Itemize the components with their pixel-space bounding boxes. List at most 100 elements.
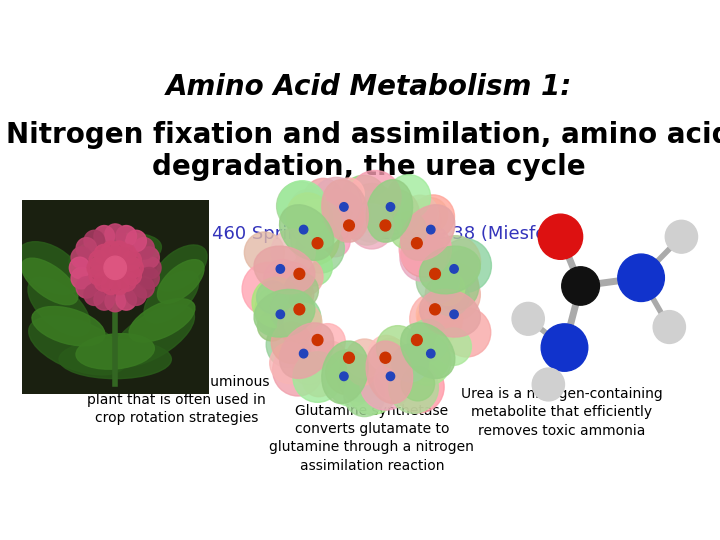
Circle shape (446, 240, 497, 292)
Circle shape (126, 284, 146, 306)
Circle shape (94, 272, 113, 291)
Ellipse shape (254, 246, 315, 294)
Circle shape (618, 254, 665, 301)
Circle shape (343, 371, 394, 423)
Circle shape (84, 230, 104, 252)
Circle shape (412, 334, 422, 346)
Circle shape (140, 257, 161, 279)
Circle shape (395, 205, 444, 255)
Circle shape (380, 352, 391, 363)
Circle shape (286, 233, 326, 274)
Circle shape (290, 226, 336, 273)
Circle shape (255, 219, 297, 262)
Circle shape (434, 271, 464, 302)
Circle shape (334, 215, 364, 246)
Circle shape (413, 290, 459, 338)
Circle shape (287, 309, 332, 355)
Circle shape (380, 343, 420, 385)
Circle shape (260, 214, 291, 246)
Circle shape (363, 355, 399, 392)
Circle shape (405, 274, 451, 322)
Circle shape (331, 360, 366, 395)
Circle shape (243, 299, 280, 336)
Circle shape (512, 302, 544, 335)
Circle shape (351, 363, 401, 415)
Circle shape (380, 220, 391, 231)
Circle shape (408, 297, 456, 346)
Circle shape (340, 202, 348, 211)
Circle shape (454, 290, 498, 336)
Circle shape (251, 268, 296, 315)
Circle shape (450, 310, 458, 319)
Ellipse shape (144, 272, 199, 322)
Circle shape (287, 184, 331, 230)
Circle shape (268, 311, 310, 355)
Circle shape (261, 288, 296, 325)
Text: Red clover is a leguminous
plant that is often used in
crop rotation strategies: Red clover is a leguminous plant that is… (84, 375, 270, 426)
Circle shape (268, 274, 312, 319)
Circle shape (400, 347, 449, 397)
Circle shape (105, 224, 125, 245)
Circle shape (451, 271, 501, 321)
Ellipse shape (154, 245, 207, 291)
Circle shape (343, 352, 354, 363)
Circle shape (139, 247, 159, 268)
Ellipse shape (59, 340, 171, 379)
Circle shape (420, 315, 455, 352)
Circle shape (390, 373, 419, 403)
Circle shape (269, 320, 307, 358)
Ellipse shape (158, 260, 204, 303)
Circle shape (368, 361, 404, 398)
Circle shape (295, 333, 335, 373)
Circle shape (427, 225, 435, 234)
Circle shape (134, 238, 154, 259)
Circle shape (430, 268, 441, 279)
Circle shape (541, 324, 588, 371)
Circle shape (292, 228, 330, 266)
Circle shape (323, 377, 360, 415)
Circle shape (117, 272, 136, 291)
Circle shape (316, 359, 358, 402)
Text: Nitrogen fixation and assimilation, amino acid
degradation, the urea cycle: Nitrogen fixation and assimilation, amin… (6, 121, 720, 181)
Circle shape (271, 301, 312, 344)
Circle shape (450, 279, 481, 311)
Circle shape (387, 202, 395, 211)
Circle shape (110, 241, 129, 260)
Ellipse shape (366, 341, 413, 403)
Circle shape (450, 265, 458, 273)
Circle shape (94, 226, 114, 247)
Circle shape (276, 265, 284, 273)
Circle shape (386, 225, 429, 269)
Circle shape (269, 294, 301, 327)
Circle shape (347, 193, 390, 237)
Circle shape (116, 226, 137, 247)
Circle shape (420, 307, 458, 347)
Text: Glutamine synthetase
converts glutamate to
glutamine through a nitrogen
assimila: Glutamine synthetase converts glutamate … (269, 404, 474, 473)
Circle shape (402, 358, 431, 388)
Circle shape (310, 198, 346, 234)
Circle shape (266, 284, 301, 320)
Circle shape (337, 178, 385, 228)
Circle shape (278, 307, 326, 356)
Text: Bioc 460 Spring 2008 - Lecture 38 (Miesfeld): Bioc 460 Spring 2008 - Lecture 38 (Miesf… (168, 225, 570, 243)
Circle shape (382, 340, 418, 377)
Circle shape (276, 310, 284, 319)
Circle shape (71, 247, 91, 268)
Circle shape (413, 348, 443, 378)
Circle shape (353, 380, 390, 419)
Circle shape (76, 238, 96, 259)
Circle shape (104, 256, 127, 280)
Text: Urea is a nitrogen-containing
metabolite that efficiently
removes toxic ammonia: Urea is a nitrogen-containing metabolite… (461, 387, 662, 438)
Circle shape (69, 257, 90, 279)
Circle shape (312, 206, 347, 242)
Circle shape (420, 272, 457, 310)
Ellipse shape (420, 289, 480, 337)
Circle shape (354, 199, 396, 242)
Circle shape (395, 199, 445, 251)
Circle shape (310, 322, 350, 362)
Circle shape (134, 276, 154, 298)
Circle shape (287, 291, 338, 344)
Circle shape (102, 241, 120, 260)
Circle shape (427, 258, 473, 306)
Ellipse shape (366, 180, 413, 242)
